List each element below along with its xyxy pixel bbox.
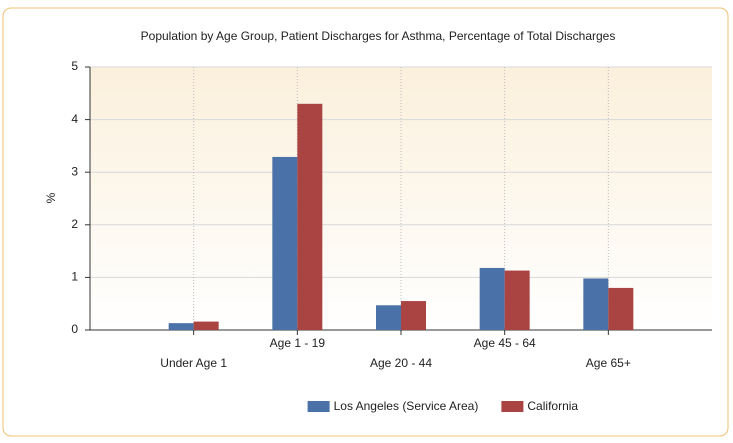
x-tick-label: Age 20 - 44 (370, 356, 432, 370)
x-tick-label: Under Age 1 (160, 356, 227, 370)
bar (376, 305, 401, 330)
y-tick-label: 0 (71, 322, 78, 336)
y-axis-label: % (44, 192, 58, 203)
bar (297, 103, 323, 330)
y-tick-label: 1 (71, 270, 78, 284)
x-tick-label: Age 45 - 64 (474, 336, 536, 350)
bar (401, 301, 426, 330)
chart-title: Population by Age Group, Patient Dischar… (141, 29, 616, 43)
x-tick-label: Age 1 - 19 (270, 336, 326, 350)
bar (193, 321, 219, 330)
bar (583, 278, 609, 330)
bar (168, 323, 194, 330)
y-tick-label: 5 (71, 59, 78, 73)
bar (272, 156, 298, 330)
y-tick-label: 3 (71, 164, 78, 178)
y-tick-label: 2 (71, 217, 78, 231)
legend-label: California (527, 399, 578, 413)
legend-label: Los Angeles (Service Area) (334, 399, 479, 413)
legend-swatch (501, 401, 524, 412)
bar (479, 267, 505, 330)
x-tick-label: Age 65+ (586, 356, 631, 370)
bar (608, 287, 634, 330)
bar (504, 270, 530, 330)
legend-swatch (307, 401, 330, 412)
y-tick-label: 4 (71, 112, 78, 126)
